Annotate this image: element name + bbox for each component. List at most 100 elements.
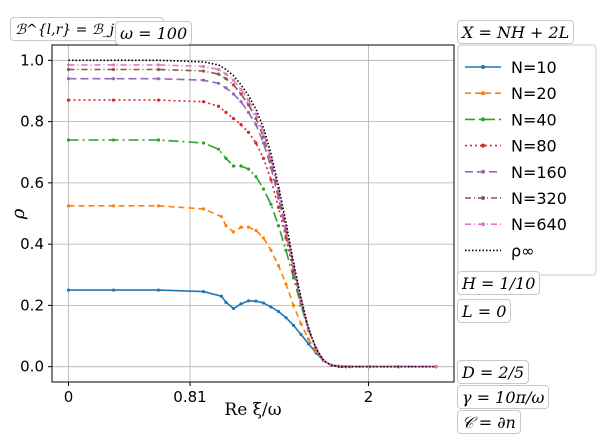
data-point: [216, 104, 221, 108]
d-annotation: D = 2/5: [457, 360, 530, 384]
data-point: [231, 164, 236, 168]
data-point: [366, 365, 371, 369]
data-point: [306, 342, 311, 346]
data-point: [66, 63, 71, 67]
data-point: [66, 288, 71, 292]
x-tick-label: 2: [364, 388, 374, 406]
data-point: [239, 225, 243, 229]
data-point: [246, 299, 251, 303]
data-point: [284, 316, 288, 320]
series-line: [68, 59, 436, 368]
grid: [52, 45, 454, 382]
l-annotation: L = 0: [457, 299, 512, 323]
data-point: [111, 98, 116, 102]
legend-label: N=640: [511, 215, 567, 234]
data-point: [299, 322, 303, 326]
legend-label: N=320: [511, 189, 567, 208]
plot-frame: [51, 44, 455, 383]
data-point: [261, 156, 266, 160]
legend-marker: [481, 169, 485, 174]
data-point: [219, 294, 224, 298]
data-point: [224, 72, 228, 76]
data-point: [276, 224, 281, 228]
data-point: [201, 290, 206, 294]
data-point: [254, 299, 258, 303]
data-point: [254, 228, 258, 232]
y-tick-label: 0.8: [20, 113, 44, 131]
y-axis-label: ρ: [8, 208, 29, 220]
series-4: [66, 98, 438, 369]
y-tick-label: 1.0: [20, 51, 44, 69]
data-point: [231, 83, 236, 87]
data-point: [231, 116, 236, 121]
y-tick-label: 0.6: [20, 174, 44, 192]
data-point: [231, 92, 236, 96]
series-2: [66, 204, 438, 369]
data-point: [261, 236, 266, 240]
data-point: [269, 178, 273, 182]
series-3: [66, 138, 438, 369]
data-point: [216, 147, 221, 151]
series-layer: [66, 59, 438, 369]
data-point: [306, 337, 311, 341]
data-point: [284, 248, 288, 252]
data-point: [246, 110, 251, 114]
data-point: [239, 302, 243, 306]
legend-entry: N=20: [465, 84, 557, 103]
data-point: [224, 156, 228, 160]
data-point: [111, 288, 116, 292]
legend-marker: [481, 91, 485, 96]
data-point: [111, 77, 116, 81]
data-point: [201, 69, 206, 73]
data-point: [216, 81, 221, 85]
data-point: [254, 123, 258, 127]
data-point: [224, 86, 228, 90]
axis-ticks: 0.0 0.2 0.4 0.6 0.8 1.0 0 0.81 2: [20, 51, 373, 406]
x-tick-label: 0: [64, 388, 74, 406]
data-point: [224, 77, 228, 81]
y-tick-label: 0.2: [20, 296, 44, 314]
data-point: [246, 98, 251, 102]
data-point: [261, 187, 266, 191]
data-point: [156, 138, 161, 142]
legend-entry: ρ∞: [465, 241, 534, 260]
data-point: [269, 202, 273, 206]
data-point: [111, 63, 116, 67]
legend-label: ρ∞: [511, 241, 534, 260]
legend-label: N=160: [511, 163, 567, 182]
data-point: [261, 301, 266, 305]
data-point: [276, 263, 281, 268]
data-point: [66, 77, 71, 81]
data-point: [231, 78, 236, 82]
data-point: [66, 98, 71, 102]
data-point: [216, 72, 221, 76]
x-tick-label: 0.81: [173, 388, 206, 406]
data-point: [201, 78, 206, 82]
data-point: [239, 123, 243, 127]
series-line: [68, 205, 436, 368]
legend-label: N=40: [511, 110, 557, 129]
legend-entry: N=320: [465, 189, 567, 208]
boundary-operator-annotation: 𝒞 = ∂n: [457, 410, 521, 434]
legend-entry: N=40: [465, 110, 557, 129]
data-point: [291, 276, 296, 280]
data-point: [111, 204, 116, 208]
data-point: [239, 100, 243, 104]
series-1: [66, 288, 438, 369]
legend-marker: [481, 143, 485, 148]
data-point: [216, 67, 221, 72]
data-point: [201, 141, 206, 145]
series-8: [68, 59, 436, 368]
data-point: [219, 214, 224, 219]
series-6: [66, 67, 438, 369]
y-tick-label: 0.4: [20, 235, 44, 253]
h-annotation: H = 1/10: [457, 271, 541, 295]
data-point: [156, 67, 161, 72]
data-point: [231, 230, 236, 234]
legend-label: N=10: [511, 58, 557, 77]
data-point: [299, 297, 303, 301]
data-point: [239, 164, 243, 168]
data-point: [111, 67, 116, 72]
legend-entry: N=10: [465, 58, 557, 77]
